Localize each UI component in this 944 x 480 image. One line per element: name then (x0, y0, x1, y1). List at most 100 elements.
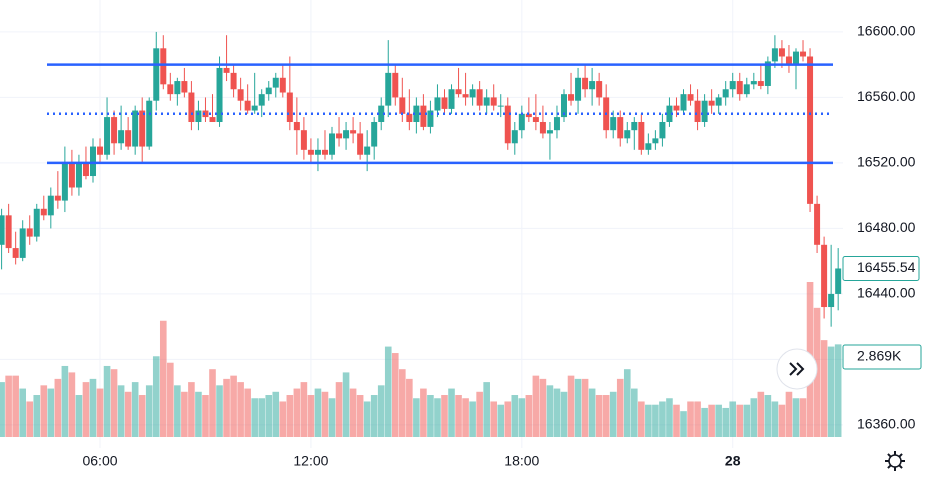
scroll-to-latest-button[interactable] (776, 348, 818, 390)
candle-body (286, 92, 293, 122)
volume-bar (258, 398, 266, 437)
volume-bar (631, 388, 638, 437)
volume-bar (138, 395, 146, 437)
candle-body (357, 133, 364, 155)
price-axis: 16360.0016400.0016440.0016480.0016520.00… (82, 23, 915, 469)
candle-body (160, 48, 167, 85)
volume-bar (609, 391, 617, 437)
volume-bar (335, 382, 343, 437)
candle-body (174, 81, 181, 95)
candle-body (722, 89, 729, 98)
volume-bar (427, 395, 434, 437)
volume-bar (152, 356, 160, 437)
candle-body (125, 130, 132, 147)
y-tick-label: 16560.00 (857, 88, 916, 104)
candle-body (188, 92, 195, 122)
x-tick-label: 06:00 (82, 453, 117, 469)
candle-body (427, 110, 434, 127)
y-tick-label: 16480.00 (857, 219, 916, 235)
y-tick-label: 16440.00 (857, 285, 916, 301)
candle-body (350, 130, 357, 134)
candle-body (321, 149, 328, 155)
overlays: 16455.54 2.869K (776, 255, 922, 471)
volume-bar (708, 404, 715, 437)
volume-bar (420, 388, 427, 437)
candle-body (736, 81, 743, 95)
volume-bar (504, 401, 512, 437)
candle-body (800, 51, 807, 57)
candle-body (146, 100, 153, 147)
candle-body (771, 48, 778, 62)
volume-bar (293, 388, 301, 437)
candle-body (82, 162, 89, 177)
button-icon[interactable] (789, 362, 805, 376)
gear-tooth[interactable] (887, 464, 892, 469)
volume-bar (764, 395, 772, 437)
volume-bar (673, 404, 680, 437)
candle-body (589, 81, 596, 90)
y-tick-label: 16520.00 (857, 154, 916, 170)
volume-bar (616, 378, 624, 437)
volume-bar (328, 398, 336, 437)
candle-body (26, 228, 33, 237)
volume-bar (26, 401, 34, 437)
volume-bar (399, 369, 406, 437)
candle-body (617, 117, 624, 139)
candle-body (638, 121, 645, 150)
candle-body (104, 117, 111, 155)
volume-bar (413, 398, 420, 437)
candle-body (265, 87, 272, 95)
volume-bar (209, 369, 216, 437)
volume-bar (469, 401, 476, 437)
candle-body (413, 105, 420, 122)
candle-body (694, 100, 701, 122)
candle-body (5, 215, 12, 249)
volume-bar (237, 382, 244, 437)
candle-body (307, 149, 314, 155)
candle-body (399, 97, 406, 114)
candle-body (202, 110, 209, 118)
candle-body (575, 77, 582, 101)
gear-tooth[interactable] (898, 464, 903, 469)
volume-bar (47, 388, 55, 437)
volume-bar (75, 395, 83, 437)
volume-bar (286, 395, 294, 437)
volume-bar (462, 398, 469, 437)
candle-body (750, 81, 757, 85)
candle-body (434, 97, 441, 111)
volume-bar (539, 378, 547, 437)
settings-button[interactable] (885, 451, 905, 471)
candle-body (251, 105, 258, 111)
volume-bar (729, 401, 737, 437)
candle-body (785, 56, 792, 65)
volume-bar (223, 378, 230, 437)
candle-body (715, 97, 722, 106)
candle-body (314, 149, 321, 155)
volume-bar (68, 372, 76, 437)
candle-body (511, 130, 518, 144)
volume-bar (377, 385, 385, 437)
candle-body (807, 56, 814, 204)
volume-bar (560, 391, 568, 437)
candle-body (378, 105, 385, 122)
candle-body (300, 130, 307, 150)
candle-body (553, 117, 560, 131)
x-tick-label: 28 (725, 453, 741, 469)
gear-tooth[interactable] (887, 453, 892, 458)
volume-bar (448, 388, 455, 437)
volume-bar (12, 375, 19, 437)
y-tick-label: 16600.00 (857, 23, 916, 39)
candle-body (610, 117, 617, 131)
candle-body (181, 81, 188, 93)
volume-bar (279, 401, 287, 437)
candle-body (47, 195, 54, 216)
candle-body (652, 138, 659, 144)
volume-bar (61, 365, 69, 437)
volume-bar (652, 404, 659, 437)
candle-body (75, 162, 82, 188)
candle-body (792, 51, 799, 65)
volume-bar (230, 375, 237, 437)
candle-body (596, 81, 603, 98)
volume-bar (174, 385, 181, 437)
gear-tooth[interactable] (898, 453, 903, 458)
